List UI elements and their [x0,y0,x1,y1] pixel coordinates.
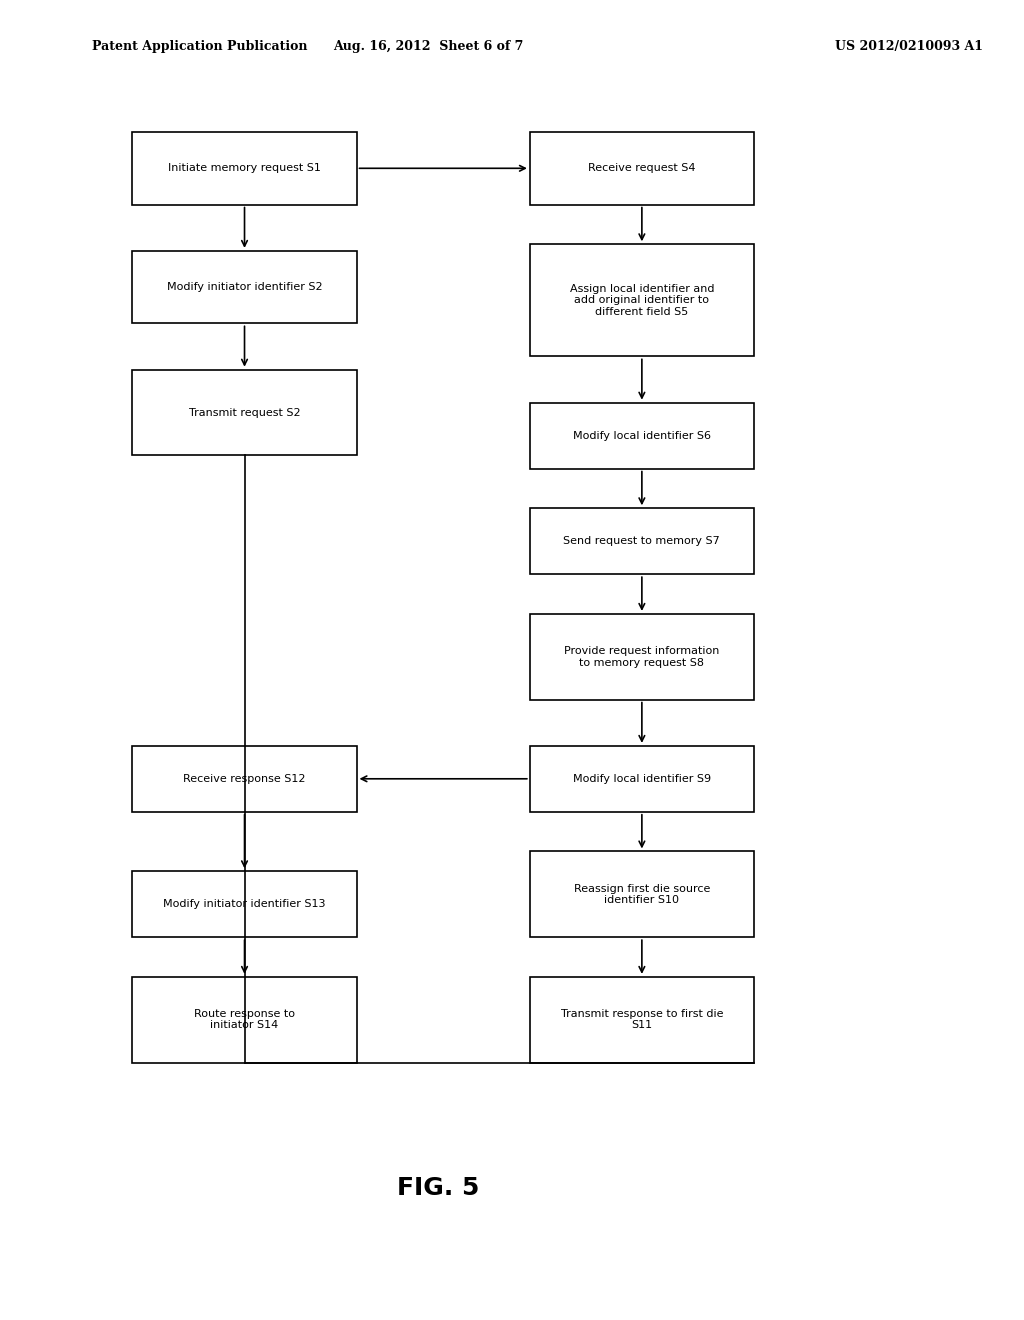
Text: Receive response S12: Receive response S12 [183,774,306,784]
Text: Modify initiator identifier S13: Modify initiator identifier S13 [163,899,326,909]
FancyBboxPatch shape [529,508,754,574]
Text: Send request to memory S7: Send request to memory S7 [563,536,720,546]
Text: Reassign first die source
identifier S10: Reassign first die source identifier S10 [573,883,710,906]
Text: Receive request S4: Receive request S4 [588,164,695,173]
FancyBboxPatch shape [529,244,754,356]
FancyBboxPatch shape [132,871,356,937]
FancyBboxPatch shape [132,132,356,205]
Text: Provide request information
to memory request S8: Provide request information to memory re… [564,645,720,668]
FancyBboxPatch shape [529,132,754,205]
Text: US 2012/0210093 A1: US 2012/0210093 A1 [836,40,983,53]
Text: Aug. 16, 2012  Sheet 6 of 7: Aug. 16, 2012 Sheet 6 of 7 [333,40,523,53]
FancyBboxPatch shape [132,746,356,812]
FancyBboxPatch shape [132,251,356,323]
Text: Transmit request S2: Transmit request S2 [188,408,300,417]
Text: Modify local identifier S6: Modify local identifier S6 [572,430,711,441]
FancyBboxPatch shape [529,977,754,1063]
FancyBboxPatch shape [529,746,754,812]
FancyBboxPatch shape [529,851,754,937]
FancyBboxPatch shape [132,370,356,455]
Text: Assign local identifier and
add original identifier to
different field S5: Assign local identifier and add original… [569,284,714,317]
Text: Route response to
initiator S14: Route response to initiator S14 [194,1008,295,1031]
Text: Modify initiator identifier S2: Modify initiator identifier S2 [167,282,323,292]
FancyBboxPatch shape [529,614,754,700]
Text: Transmit response to first die
S11: Transmit response to first die S11 [560,1008,723,1031]
FancyBboxPatch shape [529,403,754,469]
Text: Initiate memory request S1: Initiate memory request S1 [168,164,321,173]
Text: FIG. 5: FIG. 5 [397,1176,479,1200]
Text: Modify local identifier S9: Modify local identifier S9 [572,774,711,784]
FancyBboxPatch shape [132,977,356,1063]
Text: Patent Application Publication: Patent Application Publication [92,40,307,53]
